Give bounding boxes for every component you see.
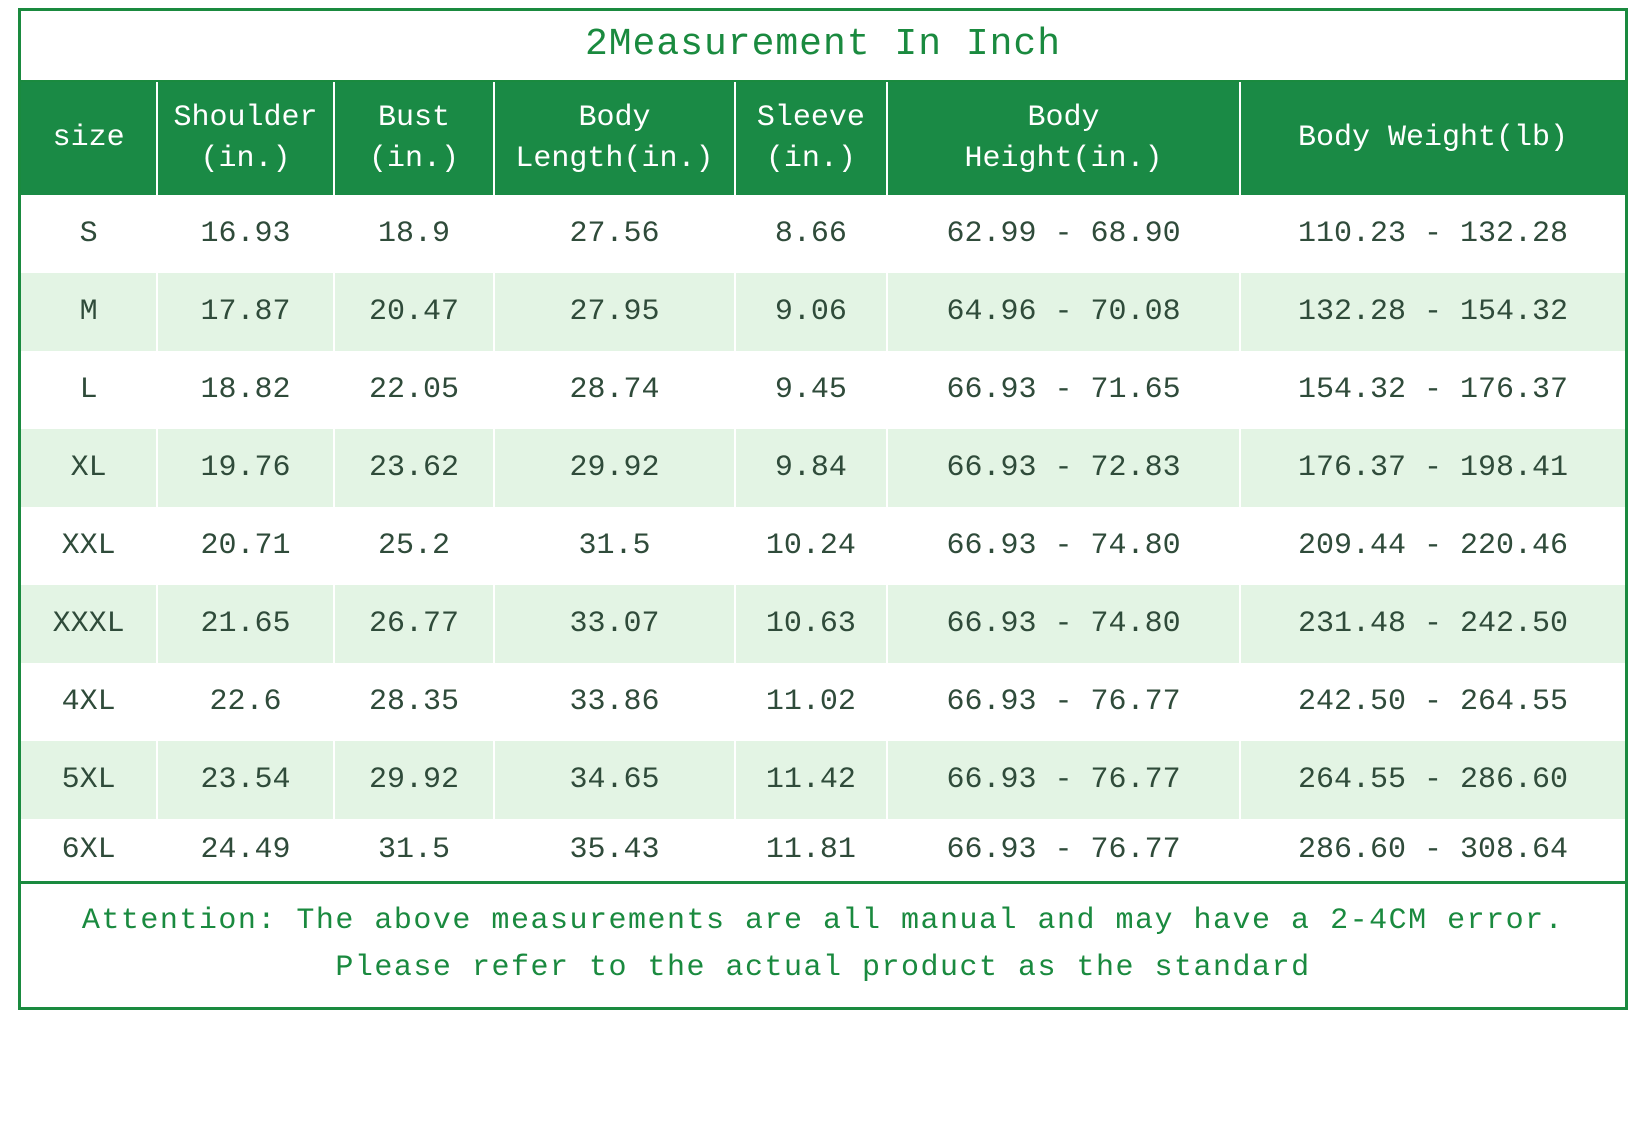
cell: 242.50 - 264.55 bbox=[1240, 663, 1625, 741]
cell: 28.35 bbox=[334, 663, 494, 741]
cell: 6XL bbox=[21, 819, 157, 881]
cell: 264.55 - 286.60 bbox=[1240, 741, 1625, 819]
cell: 10.63 bbox=[735, 585, 887, 663]
cell: 26.77 bbox=[334, 585, 494, 663]
cell: 22.6 bbox=[157, 663, 333, 741]
col-size: size bbox=[21, 82, 157, 195]
cell: 22.05 bbox=[334, 351, 494, 429]
cell: 62.99 - 68.90 bbox=[887, 195, 1240, 273]
size-table: size Shoulder(in.) Bust(in.) BodyLength(… bbox=[21, 82, 1625, 881]
table-row: 4XL22.628.3533.8611.0266.93 - 76.77242.5… bbox=[21, 663, 1625, 741]
table-row: L18.8222.0528.749.4566.93 - 71.65154.32 … bbox=[21, 351, 1625, 429]
cell: 20.71 bbox=[157, 507, 333, 585]
cell: 31.5 bbox=[494, 507, 735, 585]
col-bust: Bust(in.) bbox=[334, 82, 494, 195]
size-table-body: S16.9318.927.568.6662.99 - 68.90110.23 -… bbox=[21, 195, 1625, 881]
cell: M bbox=[21, 273, 157, 351]
table-row: 6XL24.4931.535.4311.8166.93 - 76.77286.6… bbox=[21, 819, 1625, 881]
cell: 29.92 bbox=[334, 741, 494, 819]
table-row: 5XL23.5429.9234.6511.4266.93 - 76.77264.… bbox=[21, 741, 1625, 819]
cell: L bbox=[21, 351, 157, 429]
cell: 18.9 bbox=[334, 195, 494, 273]
cell: 66.93 - 72.83 bbox=[887, 429, 1240, 507]
table-row: XXL20.7125.231.510.2466.93 - 74.80209.44… bbox=[21, 507, 1625, 585]
cell: 66.93 - 71.65 bbox=[887, 351, 1240, 429]
chart-title: 2Measurement In Inch bbox=[21, 11, 1625, 82]
cell: 21.65 bbox=[157, 585, 333, 663]
cell: 11.81 bbox=[735, 819, 887, 881]
cell: 10.24 bbox=[735, 507, 887, 585]
cell: XL bbox=[21, 429, 157, 507]
cell: 66.93 - 74.80 bbox=[887, 507, 1240, 585]
cell: 33.07 bbox=[494, 585, 735, 663]
cell: XXXL bbox=[21, 585, 157, 663]
cell: 231.48 - 242.50 bbox=[1240, 585, 1625, 663]
cell: 24.49 bbox=[157, 819, 333, 881]
cell: 29.92 bbox=[494, 429, 735, 507]
table-row: XL19.7623.6229.929.8466.93 - 72.83176.37… bbox=[21, 429, 1625, 507]
cell: 64.96 - 70.08 bbox=[887, 273, 1240, 351]
cell: 23.54 bbox=[157, 741, 333, 819]
attention-line-2: Please refer to the actual product as th… bbox=[335, 951, 1310, 985]
cell: 27.95 bbox=[494, 273, 735, 351]
col-sleeve: Sleeve(in.) bbox=[735, 82, 887, 195]
table-row: M17.8720.4727.959.0664.96 - 70.08132.28 … bbox=[21, 273, 1625, 351]
cell: 19.76 bbox=[157, 429, 333, 507]
cell: 66.93 - 76.77 bbox=[887, 819, 1240, 881]
col-body-height: BodyHeight(in.) bbox=[887, 82, 1240, 195]
table-header-row: size Shoulder(in.) Bust(in.) BodyLength(… bbox=[21, 82, 1625, 195]
cell: 286.60 - 308.64 bbox=[1240, 819, 1625, 881]
col-body-length: BodyLength(in.) bbox=[494, 82, 735, 195]
cell: 66.93 - 76.77 bbox=[887, 741, 1240, 819]
cell: 110.23 - 132.28 bbox=[1240, 195, 1625, 273]
cell: 35.43 bbox=[494, 819, 735, 881]
cell: 28.74 bbox=[494, 351, 735, 429]
cell: 34.65 bbox=[494, 741, 735, 819]
cell: XXL bbox=[21, 507, 157, 585]
col-body-weight: Body Weight(lb) bbox=[1240, 82, 1625, 195]
cell: 154.32 - 176.37 bbox=[1240, 351, 1625, 429]
attention-note: Attention: The above measurements are al… bbox=[21, 881, 1625, 1007]
cell: 27.56 bbox=[494, 195, 735, 273]
cell: 209.44 - 220.46 bbox=[1240, 507, 1625, 585]
cell: 25.2 bbox=[334, 507, 494, 585]
cell: 33.86 bbox=[494, 663, 735, 741]
cell: 66.93 - 76.77 bbox=[887, 663, 1240, 741]
cell: 17.87 bbox=[157, 273, 333, 351]
cell: 8.66 bbox=[735, 195, 887, 273]
table-row: S16.9318.927.568.6662.99 - 68.90110.23 -… bbox=[21, 195, 1625, 273]
cell: 66.93 - 74.80 bbox=[887, 585, 1240, 663]
cell: S bbox=[21, 195, 157, 273]
cell: 9.06 bbox=[735, 273, 887, 351]
cell: 11.42 bbox=[735, 741, 887, 819]
cell: 23.62 bbox=[334, 429, 494, 507]
cell: 4XL bbox=[21, 663, 157, 741]
cell: 18.82 bbox=[157, 351, 333, 429]
cell: 20.47 bbox=[334, 273, 494, 351]
cell: 9.45 bbox=[735, 351, 887, 429]
size-chart-container: 2Measurement In Inch size Shoulder(in.) … bbox=[18, 8, 1628, 1010]
cell: 132.28 - 154.32 bbox=[1240, 273, 1625, 351]
cell: 16.93 bbox=[157, 195, 333, 273]
col-shoulder: Shoulder(in.) bbox=[157, 82, 333, 195]
table-row: XXXL21.6526.7733.0710.6366.93 - 74.80231… bbox=[21, 585, 1625, 663]
cell: 11.02 bbox=[735, 663, 887, 741]
attention-line-1: Attention: The above measurements are al… bbox=[82, 904, 1564, 938]
cell: 31.5 bbox=[334, 819, 494, 881]
cell: 9.84 bbox=[735, 429, 887, 507]
cell: 5XL bbox=[21, 741, 157, 819]
cell: 176.37 - 198.41 bbox=[1240, 429, 1625, 507]
